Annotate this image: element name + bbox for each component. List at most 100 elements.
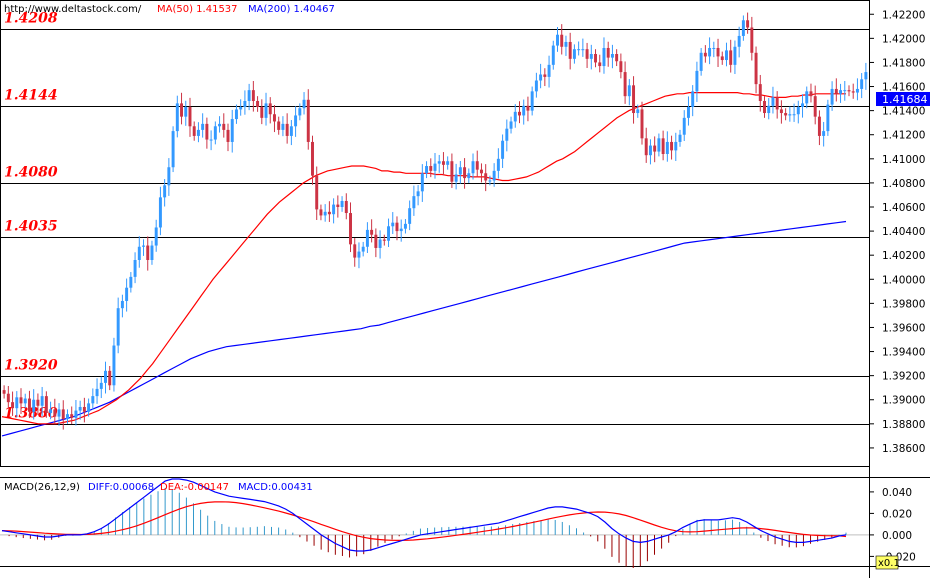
diff-line <box>1 478 847 552</box>
candle-body <box>99 382 103 389</box>
candle-body <box>209 139 213 141</box>
candle-body <box>251 90 255 101</box>
candle-body <box>192 126 196 136</box>
candle-body <box>572 49 576 59</box>
candle-body <box>150 245 154 261</box>
candle-body <box>467 173 471 179</box>
candle-body <box>82 406 86 412</box>
dea-series <box>1 501 847 542</box>
ma50-legend: MA(50) 1.41537 <box>157 4 238 15</box>
candle-body <box>27 398 31 412</box>
candle-body <box>289 126 293 136</box>
candle-body <box>213 126 217 140</box>
candle-body <box>661 138 665 154</box>
candle-body <box>40 396 44 406</box>
current-price-label: 1.41684 <box>882 93 928 106</box>
candle-body <box>779 109 783 114</box>
candle-body <box>65 414 69 420</box>
candle-body <box>353 244 357 258</box>
candle-body <box>632 85 636 114</box>
price-tick-label: 1.39600 <box>882 322 925 334</box>
candle-body <box>11 402 15 409</box>
candle-body <box>699 52 703 71</box>
candle-body <box>564 41 568 47</box>
candle-body <box>826 104 830 132</box>
candle-body <box>125 287 129 301</box>
price-tick-label: 1.40400 <box>882 226 925 238</box>
candle-body <box>15 397 19 409</box>
candle-body <box>509 121 513 129</box>
price-tick-label: 1.41600 <box>882 82 925 94</box>
candle-body <box>412 196 416 209</box>
candle-body <box>644 138 648 156</box>
candle-body <box>813 96 817 117</box>
candle-body <box>501 140 505 159</box>
candle-body <box>568 41 572 59</box>
zoom-badge-box[interactable] <box>875 555 899 570</box>
candle-body <box>61 409 65 420</box>
candle-body <box>36 399 40 406</box>
candle-body <box>437 161 441 164</box>
candle-body <box>272 114 276 122</box>
candle-body <box>775 97 779 110</box>
ma200-legend: MA(200) 1.40467 <box>248 4 335 15</box>
candle-body <box>332 204 336 215</box>
candle-body <box>196 129 200 136</box>
candle-body <box>758 84 762 101</box>
candle-body <box>294 115 298 127</box>
zoom-badge-label[interactable]: x0.1 <box>878 558 900 569</box>
candle-body <box>425 166 429 174</box>
candle-body <box>327 211 331 215</box>
price-tick-label: 1.40200 <box>882 250 925 262</box>
candle-body <box>87 403 91 412</box>
candle-body <box>175 103 179 132</box>
candle-body <box>686 107 690 118</box>
candle-body <box>513 111 517 122</box>
candle-body <box>137 246 141 261</box>
candle-body <box>475 161 479 170</box>
source-url: http://www.deltastock.com/ <box>4 4 142 15</box>
candle-body <box>285 123 289 136</box>
candle-body <box>218 123 222 127</box>
level-label: 1.3920 <box>4 358 58 374</box>
candle-body <box>349 213 352 245</box>
candle-body <box>598 62 602 67</box>
candle-body <box>57 409 61 417</box>
candle-body <box>716 47 720 57</box>
candle-body <box>488 180 492 182</box>
candle-body <box>23 398 27 404</box>
candle-body <box>163 185 167 198</box>
candle-body <box>32 399 36 412</box>
candle-body <box>226 129 230 142</box>
price-tick-label: 1.39200 <box>882 371 925 383</box>
candle-body <box>619 61 623 73</box>
price-y-axis-ticks: 1.42200 1.42000 1.41800 1.41600 1.41400 1.412… <box>869 9 925 455</box>
candle-body <box>484 173 488 181</box>
candle-body <box>146 245 150 261</box>
candle-body <box>496 158 500 171</box>
candle-body <box>171 131 175 168</box>
candle-body <box>91 396 95 404</box>
candle-body <box>420 173 424 192</box>
candle-body <box>855 88 859 93</box>
candle-body <box>640 109 644 139</box>
candle-body <box>458 167 462 175</box>
candle-body <box>822 131 826 136</box>
candle-body <box>627 85 631 97</box>
candle-body <box>505 128 509 141</box>
candle-body <box>370 229 374 235</box>
candle-body <box>560 34 564 47</box>
candle-body <box>429 166 433 171</box>
candlestick-series <box>2 12 868 430</box>
candle-body <box>767 105 771 114</box>
candle-body <box>784 113 788 116</box>
level-label: 1.4035 <box>4 219 58 235</box>
candle-body <box>201 123 205 130</box>
price-tick-label: 1.42000 <box>882 33 925 45</box>
candle-body <box>158 197 162 228</box>
candle-body <box>408 208 412 224</box>
candle-body <box>230 119 234 142</box>
candle-body <box>834 88 838 94</box>
price-tick-label: 1.41200 <box>882 130 925 142</box>
candle-body <box>19 397 23 404</box>
